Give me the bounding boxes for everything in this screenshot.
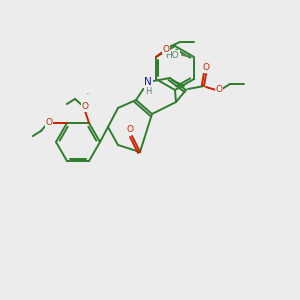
Text: O: O xyxy=(215,85,223,94)
Text: O: O xyxy=(46,118,52,127)
Text: H: H xyxy=(145,86,151,95)
Text: HO: HO xyxy=(165,50,179,59)
Text: O: O xyxy=(82,102,88,111)
Text: N: N xyxy=(144,77,152,87)
Text: O: O xyxy=(202,64,209,73)
Text: O: O xyxy=(127,124,134,134)
Text: O: O xyxy=(162,44,169,53)
Text: meth: meth xyxy=(87,92,91,94)
